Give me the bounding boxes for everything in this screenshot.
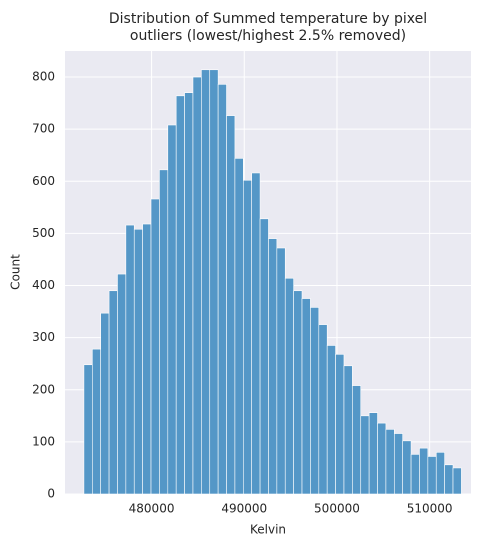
- bar: [242, 179, 252, 495]
- bar: [326, 345, 336, 495]
- bar: [377, 422, 387, 495]
- bar: [251, 172, 261, 495]
- x-tick-label: 480000: [129, 502, 175, 516]
- bar: [276, 247, 286, 495]
- bar: [385, 429, 395, 495]
- bar: [435, 452, 445, 495]
- bar: [133, 228, 143, 495]
- bar: [142, 223, 152, 495]
- bar: [393, 433, 403, 495]
- y-axis-label: Count: [9, 254, 23, 290]
- bar: [217, 84, 227, 495]
- bar: [444, 464, 454, 495]
- y-tick-label: 0: [47, 487, 55, 501]
- y-tick-label: 300: [32, 330, 55, 344]
- bar: [368, 412, 378, 495]
- bar: [360, 415, 370, 495]
- bar: [259, 218, 269, 495]
- bar: [318, 324, 328, 495]
- bar: [293, 290, 303, 495]
- chart-title: outliers (lowest/highest 2.5% removed): [130, 28, 406, 44]
- y-tick-label: 500: [32, 226, 55, 240]
- bar: [226, 115, 236, 495]
- bar: [201, 69, 211, 495]
- y-tick-label: 800: [32, 70, 55, 84]
- x-axis-label: Kelvin: [250, 523, 286, 537]
- bar: [83, 364, 93, 495]
- y-tick-label: 100: [32, 434, 55, 448]
- bar: [352, 385, 362, 495]
- bar: [268, 238, 278, 495]
- bar: [184, 92, 194, 495]
- bar: [402, 440, 412, 495]
- bar: [91, 348, 101, 495]
- bar: [192, 76, 202, 495]
- bar: [410, 454, 420, 495]
- bar: [234, 158, 244, 495]
- bar: [100, 312, 110, 495]
- bar: [427, 456, 437, 495]
- y-tick-label: 600: [32, 174, 55, 188]
- bar: [117, 273, 127, 495]
- bar: [343, 365, 353, 495]
- bar: [209, 69, 219, 495]
- y-tick-label: 400: [32, 278, 55, 292]
- bar: [284, 277, 294, 495]
- y-tick-label: 700: [32, 122, 55, 136]
- bar: [310, 307, 320, 495]
- x-tick-label: 510000: [407, 502, 453, 516]
- bar: [335, 354, 345, 495]
- bar: [419, 447, 429, 495]
- bar: [159, 169, 169, 495]
- bar: [108, 290, 118, 495]
- bar: [150, 198, 160, 495]
- bar: [452, 467, 462, 495]
- bar: [175, 95, 185, 495]
- x-tick-label: 500000: [314, 502, 360, 516]
- x-tick-label: 490000: [221, 502, 267, 516]
- bar: [125, 224, 135, 495]
- bar: [167, 124, 177, 495]
- bar: [301, 298, 311, 495]
- y-tick-label: 200: [32, 382, 55, 396]
- chart-title: Distribution of Summed temperature by pi…: [109, 11, 427, 27]
